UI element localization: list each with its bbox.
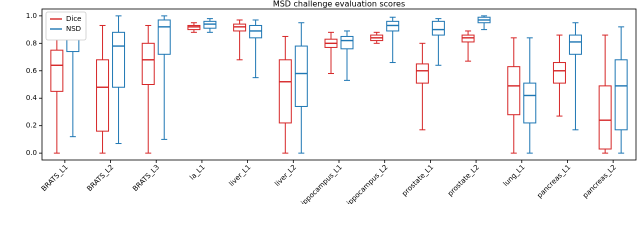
y-tick-label: 1.0	[26, 12, 37, 20]
x-tick-label: BRATS_L2	[86, 163, 116, 193]
x-tick-label: pancreas_L1	[536, 163, 573, 200]
box	[415, 63, 429, 84]
x-tick-label: lung_L1	[502, 163, 527, 188]
x-tick-label: BRATS_L1	[40, 163, 70, 193]
box	[431, 20, 445, 36]
legend-label: Dice	[66, 15, 82, 23]
box	[552, 62, 566, 84]
box	[568, 34, 582, 55]
box	[523, 82, 537, 124]
box	[340, 35, 354, 50]
y-tick-label: 0.2	[26, 122, 37, 130]
x-tick-label: liver_L2	[273, 163, 298, 188]
y-tick-label: 0.4	[26, 94, 38, 102]
x-tick-label: pancreas_L2	[581, 163, 618, 200]
x-tick-label: hippocampus_L2	[342, 163, 389, 204]
box	[96, 59, 110, 132]
box	[141, 42, 155, 85]
x-tick-label: la_L1	[188, 163, 206, 181]
x-tick-label: hippocampus_L1	[297, 163, 344, 204]
y-tick-label: 0.6	[26, 67, 38, 75]
chart-title: MSD challenge evaluation scores	[273, 0, 405, 9]
box	[294, 45, 308, 107]
y-tick-label: 0.8	[26, 39, 37, 47]
box	[507, 66, 521, 116]
x-tick-label: BRATS_L3	[131, 163, 161, 193]
y-tick-label: 0.0	[26, 149, 37, 157]
x-tick-label: prostate_L1	[401, 163, 436, 198]
legend-label: NSD	[66, 25, 81, 33]
box	[614, 59, 628, 131]
box	[278, 59, 292, 124]
box	[50, 49, 64, 92]
chart: MSD challenge evaluation scores 0.0 0.2 0.…	[26, 0, 637, 204]
x-tick-label: liver_L1	[228, 163, 253, 188]
x-tick-label: prostate_L2	[446, 163, 481, 198]
box	[157, 19, 171, 55]
box	[112, 31, 126, 88]
box	[598, 85, 612, 150]
plot-frame	[41, 8, 637, 161]
